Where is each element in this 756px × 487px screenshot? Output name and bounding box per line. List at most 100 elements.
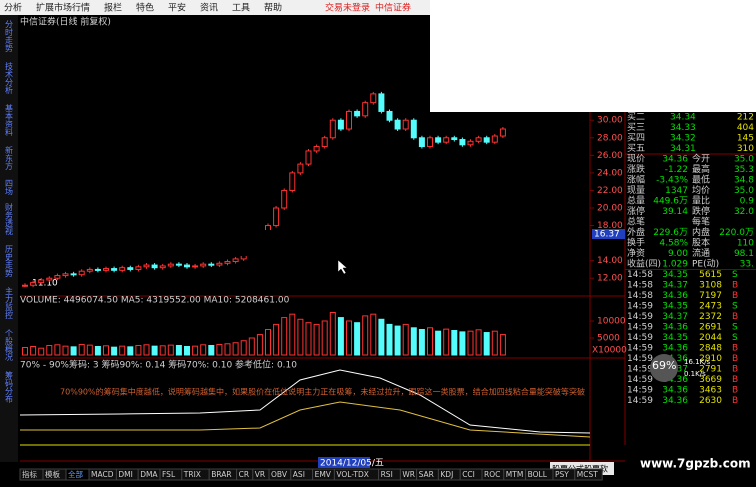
tab[interactable]: ASI: [293, 470, 305, 479]
volume-bar: [265, 328, 271, 356]
menu-bar: [0, 0, 430, 15]
stat-value: 1.029: [662, 260, 688, 270]
menu-item[interactable]: 报栏: [104, 2, 122, 14]
menu-status: 中信证券: [375, 2, 411, 14]
tab[interactable]: KDJ: [440, 470, 453, 479]
volume-bar: [443, 328, 450, 356]
tab[interactable]: DMI: [118, 470, 132, 479]
book-price: 34.34: [670, 113, 696, 123]
tab[interactable]: TRIX: [183, 470, 201, 479]
trade-side: B: [732, 375, 738, 385]
trade-side: B: [732, 354, 738, 364]
candle: [329, 119, 336, 139]
tab[interactable]: VOL-TDX: [336, 470, 368, 479]
menu-item[interactable]: 平安: [168, 2, 186, 14]
trade-price: 34.36: [662, 323, 688, 333]
stat-value: 9.00: [668, 249, 688, 259]
sidebar-tab[interactable]: 新东方: [5, 145, 14, 171]
book-volume: 404: [737, 123, 754, 133]
tab[interactable]: WR: [402, 470, 415, 479]
sidebar-tab[interactable]: 筹码分布: [5, 370, 14, 404]
sidebar-tab[interactable]: 技术分析: [5, 61, 14, 95]
trade-volume: 2372: [699, 312, 722, 322]
price-box: [592, 229, 625, 239]
stat-label: 涨跌: [627, 164, 645, 175]
tab[interactable]: OBV: [271, 470, 288, 479]
book-price: 34.32: [670, 134, 696, 144]
candle: [435, 137, 442, 143]
tab[interactable]: SAR: [419, 470, 434, 479]
volume-bar: [418, 328, 425, 356]
menu-item[interactable]: 资讯: [200, 3, 218, 14]
stat-label: 总笔: [627, 216, 645, 228]
sidebar-tab[interactable]: 个股概况: [5, 329, 14, 362]
trade-volume: 2910: [699, 354, 722, 364]
candle: [167, 263, 174, 267]
sidebar-tab[interactable]: 四场: [5, 179, 14, 196]
candle: [459, 139, 466, 146]
book-label: 买三: [627, 122, 645, 133]
tab[interactable]: BOLL: [528, 470, 548, 479]
candle: [224, 261, 231, 264]
trade-time: 14:58: [627, 291, 653, 301]
cursor: [337, 259, 348, 275]
sidebar-tab[interactable]: 基本资料: [5, 103, 14, 137]
tab[interactable]: RSI: [381, 470, 393, 479]
volume-bar: [321, 320, 328, 356]
volume-bar: [62, 345, 69, 356]
stat-label: 现价: [627, 154, 645, 165]
tab[interactable]: 全部: [68, 469, 83, 479]
tab[interactable]: MACD: [91, 470, 114, 479]
tab[interactable]: PSY: [555, 470, 569, 479]
candle: [297, 163, 304, 174]
candle: [386, 110, 393, 121]
trade-side: S: [732, 270, 738, 280]
tab[interactable]: MCST: [577, 470, 598, 479]
menu-item[interactable]: 特色: [136, 2, 154, 14]
candle: [38, 279, 45, 284]
trade-time: 14:59: [627, 333, 653, 343]
y-tick-label: 5000: [597, 333, 620, 343]
tab[interactable]: ROC: [484, 470, 500, 479]
candle: [427, 137, 433, 148]
candle: [378, 93, 385, 112]
trade-price: 34.35: [662, 270, 688, 280]
tab[interactable]: 指标: [22, 469, 37, 479]
volume-bar: [459, 331, 466, 356]
volume-bar: [119, 345, 126, 356]
volume-bar: [159, 345, 166, 356]
y-tick-label: 20.00: [597, 204, 623, 214]
book-label: 买二: [627, 112, 645, 123]
volume-bar: [111, 346, 118, 356]
tab[interactable]: FSL: [162, 470, 176, 479]
tab[interactable]: CR: [239, 470, 249, 479]
chip-legend: 70% - 90%筹码: 3 筹码90%: 0.14 筹码70%: 0.10 参…: [20, 359, 297, 371]
tab[interactable]: EMV: [315, 470, 332, 479]
trade-side: S: [732, 333, 738, 343]
sidebar-tab[interactable]: 分时走势: [5, 20, 14, 53]
menu-item[interactable]: 帮助: [264, 2, 282, 14]
stat-value: 1347: [665, 186, 688, 196]
menu-item[interactable]: 扩展市场行情: [36, 2, 90, 14]
sidebar-tab[interactable]: 历史走势: [5, 245, 14, 278]
tab[interactable]: MTM: [506, 470, 524, 479]
menu-item[interactable]: 工具: [232, 3, 250, 14]
candle: [394, 119, 401, 130]
blank-region: [430, 0, 625, 112]
tab[interactable]: CCI: [462, 470, 475, 479]
menu-item[interactable]: 分析: [4, 2, 22, 14]
candle: [78, 270, 85, 276]
tab[interactable]: 模板: [45, 469, 60, 479]
y-tick-label: 14.00: [597, 256, 623, 266]
candle: [475, 137, 482, 142]
trade-price: 34.36: [662, 291, 688, 301]
tab[interactable]: BRAR: [211, 470, 231, 479]
sidebar-tab[interactable]: 主力监控: [5, 286, 14, 320]
tab[interactable]: DMA: [140, 470, 158, 479]
volume-bar: [86, 344, 93, 356]
sidebar-tab[interactable]: 财务透视: [5, 202, 14, 236]
stat-value: -1.22: [665, 165, 688, 175]
stat-value: -3.43%: [656, 176, 688, 186]
tab[interactable]: VR: [255, 470, 265, 479]
volume-bar: [38, 347, 45, 356]
